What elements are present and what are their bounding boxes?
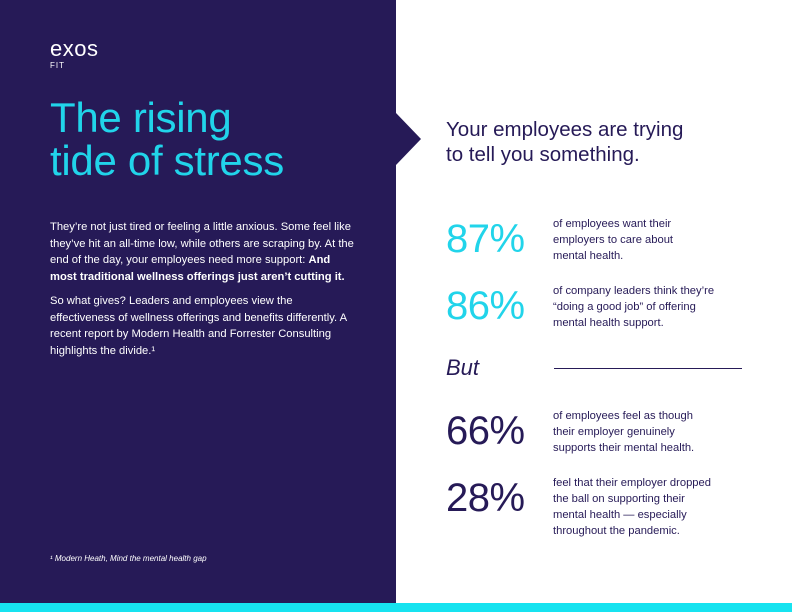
intro-text: They’re not just tired or feeling a litt… bbox=[50, 219, 355, 367]
panel-arrow-notch bbox=[396, 113, 421, 165]
headline-line-2: to tell you something. bbox=[446, 143, 640, 166]
title-line-2: tide of stress bbox=[50, 137, 284, 184]
intro-paragraph-1: They’re not just tired or feeling a litt… bbox=[50, 219, 355, 285]
stat-description: feel that their employer dropped the bal… bbox=[553, 475, 753, 539]
stat-value: 87% bbox=[446, 217, 525, 261]
stat-line: “doing a good job” of offering bbox=[553, 301, 696, 313]
stat-line: of employees want their bbox=[553, 218, 672, 230]
intro-paragraph-2: So what gives? Leaders and employees vie… bbox=[50, 295, 347, 357]
footnote: ¹ Modern Heath, Mind the mental health g… bbox=[50, 554, 207, 563]
stat-value: 86% bbox=[446, 284, 525, 328]
bottom-accent-bar bbox=[0, 603, 792, 612]
logo-subtitle: FIT bbox=[50, 61, 65, 70]
stat-line: mental health support. bbox=[553, 317, 664, 329]
stat-line: mental health. bbox=[553, 250, 624, 262]
intro-paragraph-1-text: They’re not just tired or feeling a litt… bbox=[50, 221, 354, 266]
stat-description: of company leaders think they’re “doing … bbox=[553, 283, 753, 331]
stat-line: of company leaders think they’re bbox=[553, 285, 715, 297]
left-panel: exos FIT The rising tide of stress They’… bbox=[0, 0, 396, 604]
intro-paragraph-1-bold: And most traditional wellness offerings … bbox=[50, 254, 345, 283]
page-title: The rising tide of stress bbox=[50, 96, 284, 182]
stat-line: employers to care about bbox=[553, 234, 674, 246]
brand-logo: exos FIT bbox=[50, 36, 99, 71]
logo-wordmark: exos bbox=[50, 36, 99, 61]
headline-line-1: Your employees are trying bbox=[446, 118, 684, 141]
stat-line: supports their mental health. bbox=[553, 442, 695, 454]
stat-value: 66% bbox=[446, 409, 525, 453]
divider-label: But bbox=[446, 355, 480, 380]
stat-line: feel that their employer dropped bbox=[553, 477, 711, 489]
stat-line: their employer genuinely bbox=[553, 426, 675, 438]
stat-description: of employees want their employers to car… bbox=[553, 216, 753, 264]
stat-line: throughout the pandemic. bbox=[553, 525, 680, 537]
section-headline: Your employees are trying to tell you so… bbox=[446, 117, 683, 167]
stat-value: 28% bbox=[446, 476, 525, 520]
stat-line: mental health — especially bbox=[553, 509, 687, 521]
stat-line: the ball on supporting their bbox=[553, 493, 685, 505]
title-line-1: The rising bbox=[50, 94, 232, 141]
stat-line: of employees feel as though bbox=[553, 410, 693, 422]
stat-description: of employees feel as though their employ… bbox=[553, 408, 753, 456]
divider-line bbox=[554, 368, 742, 369]
